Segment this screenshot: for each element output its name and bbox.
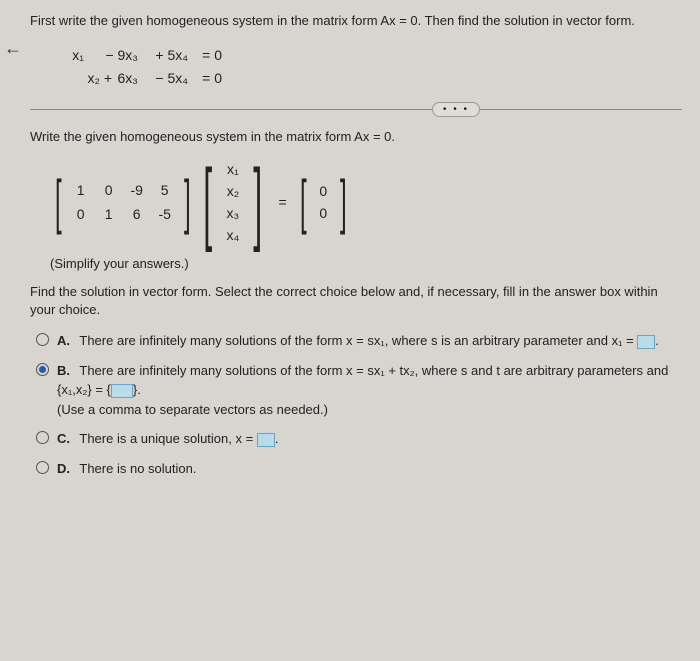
eq1-t2: − 9x₃ (84, 44, 138, 66)
problem-intro: First write the given homogeneous system… (30, 12, 682, 30)
radio-C[interactable] (36, 431, 49, 444)
matrix-A: 1 0 -9 5 0 1 6 -5 (67, 178, 179, 226)
x4: x₄ (221, 224, 245, 246)
x2: x₂ (221, 180, 245, 202)
eq2-t3: − 5x₄ (138, 67, 188, 89)
vector-b: 0 0 (311, 180, 335, 224)
a21: 0 (67, 202, 95, 226)
choice-C-text2: . (275, 431, 279, 446)
choice-A-text1: There are infinitely many solutions of t… (79, 333, 637, 348)
eq1-t1: x₁ (50, 44, 84, 66)
section-instruction: Write the given homogeneous system in th… (30, 129, 682, 144)
choice-D[interactable]: D. There is no solution. (36, 459, 682, 479)
choice-C-input[interactable] (257, 433, 275, 447)
choice-D-text: There is no solution. (79, 461, 196, 476)
find-solution-instruction: Find the solution in vector form. Select… (30, 283, 682, 319)
equals-sign: = (278, 194, 286, 210)
choice-B-input[interactable] (111, 384, 133, 398)
choice-B-note: (Use a comma to separate vectors as need… (57, 402, 328, 417)
b1: 0 (311, 180, 335, 202)
eq2-t4: = 0 (188, 67, 222, 89)
expand-dots[interactable]: • • • (432, 102, 480, 117)
a24: -5 (151, 202, 179, 226)
matrix-equation: [ 1 0 -9 5 0 1 6 -5 ] [ x₁ x₂ x₃ x₄ ] = … (50, 158, 682, 246)
back-arrow-icon[interactable]: ← (4, 38, 22, 59)
radio-A[interactable] (36, 333, 49, 346)
eq1-t3: + 5x₄ (138, 44, 188, 66)
vector-x: x₁ x₂ x₃ x₄ (221, 158, 245, 246)
choice-C[interactable]: C. There is a unique solution, x = . (36, 429, 682, 449)
x3: x₃ (221, 202, 245, 224)
radio-B[interactable] (36, 363, 49, 376)
x1: x₁ (221, 158, 245, 180)
choice-B-letter: B. (57, 363, 70, 378)
b2: 0 (311, 202, 335, 224)
a14: 5 (151, 178, 179, 202)
a13: -9 (123, 178, 151, 202)
eq1-t4: = 0 (188, 44, 222, 66)
choice-list: A. There are infinitely many solutions o… (36, 331, 682, 478)
choice-A[interactable]: A. There are infinitely many solutions o… (36, 331, 682, 351)
choice-A-text2: . (655, 333, 659, 348)
radio-D[interactable] (36, 461, 49, 474)
a11: 1 (67, 178, 95, 202)
a23: 6 (123, 202, 151, 226)
eq2-t2: 6x₃ (112, 67, 138, 89)
eq2-t1: x₂ + (50, 67, 112, 89)
a22: 1 (95, 202, 123, 226)
choice-B-text1: There are infinitely many solutions of t… (57, 363, 668, 398)
choice-A-input[interactable] (637, 335, 655, 349)
choice-A-letter: A. (57, 333, 70, 348)
a12: 0 (95, 178, 123, 202)
equation-system: x₁ − 9x₃ + 5x₄ = 0 x₂ + 6x₃ − 5x₄ = 0 (50, 44, 682, 89)
choice-D-letter: D. (57, 461, 70, 476)
choice-C-text: There is a unique solution, x = (79, 431, 256, 446)
choice-B[interactable]: B. There are infinitely many solutions o… (36, 361, 682, 420)
choice-C-letter: C. (57, 431, 70, 446)
choice-B-text2: . (137, 382, 141, 397)
simplify-note: (Simplify your answers.) (50, 256, 682, 271)
